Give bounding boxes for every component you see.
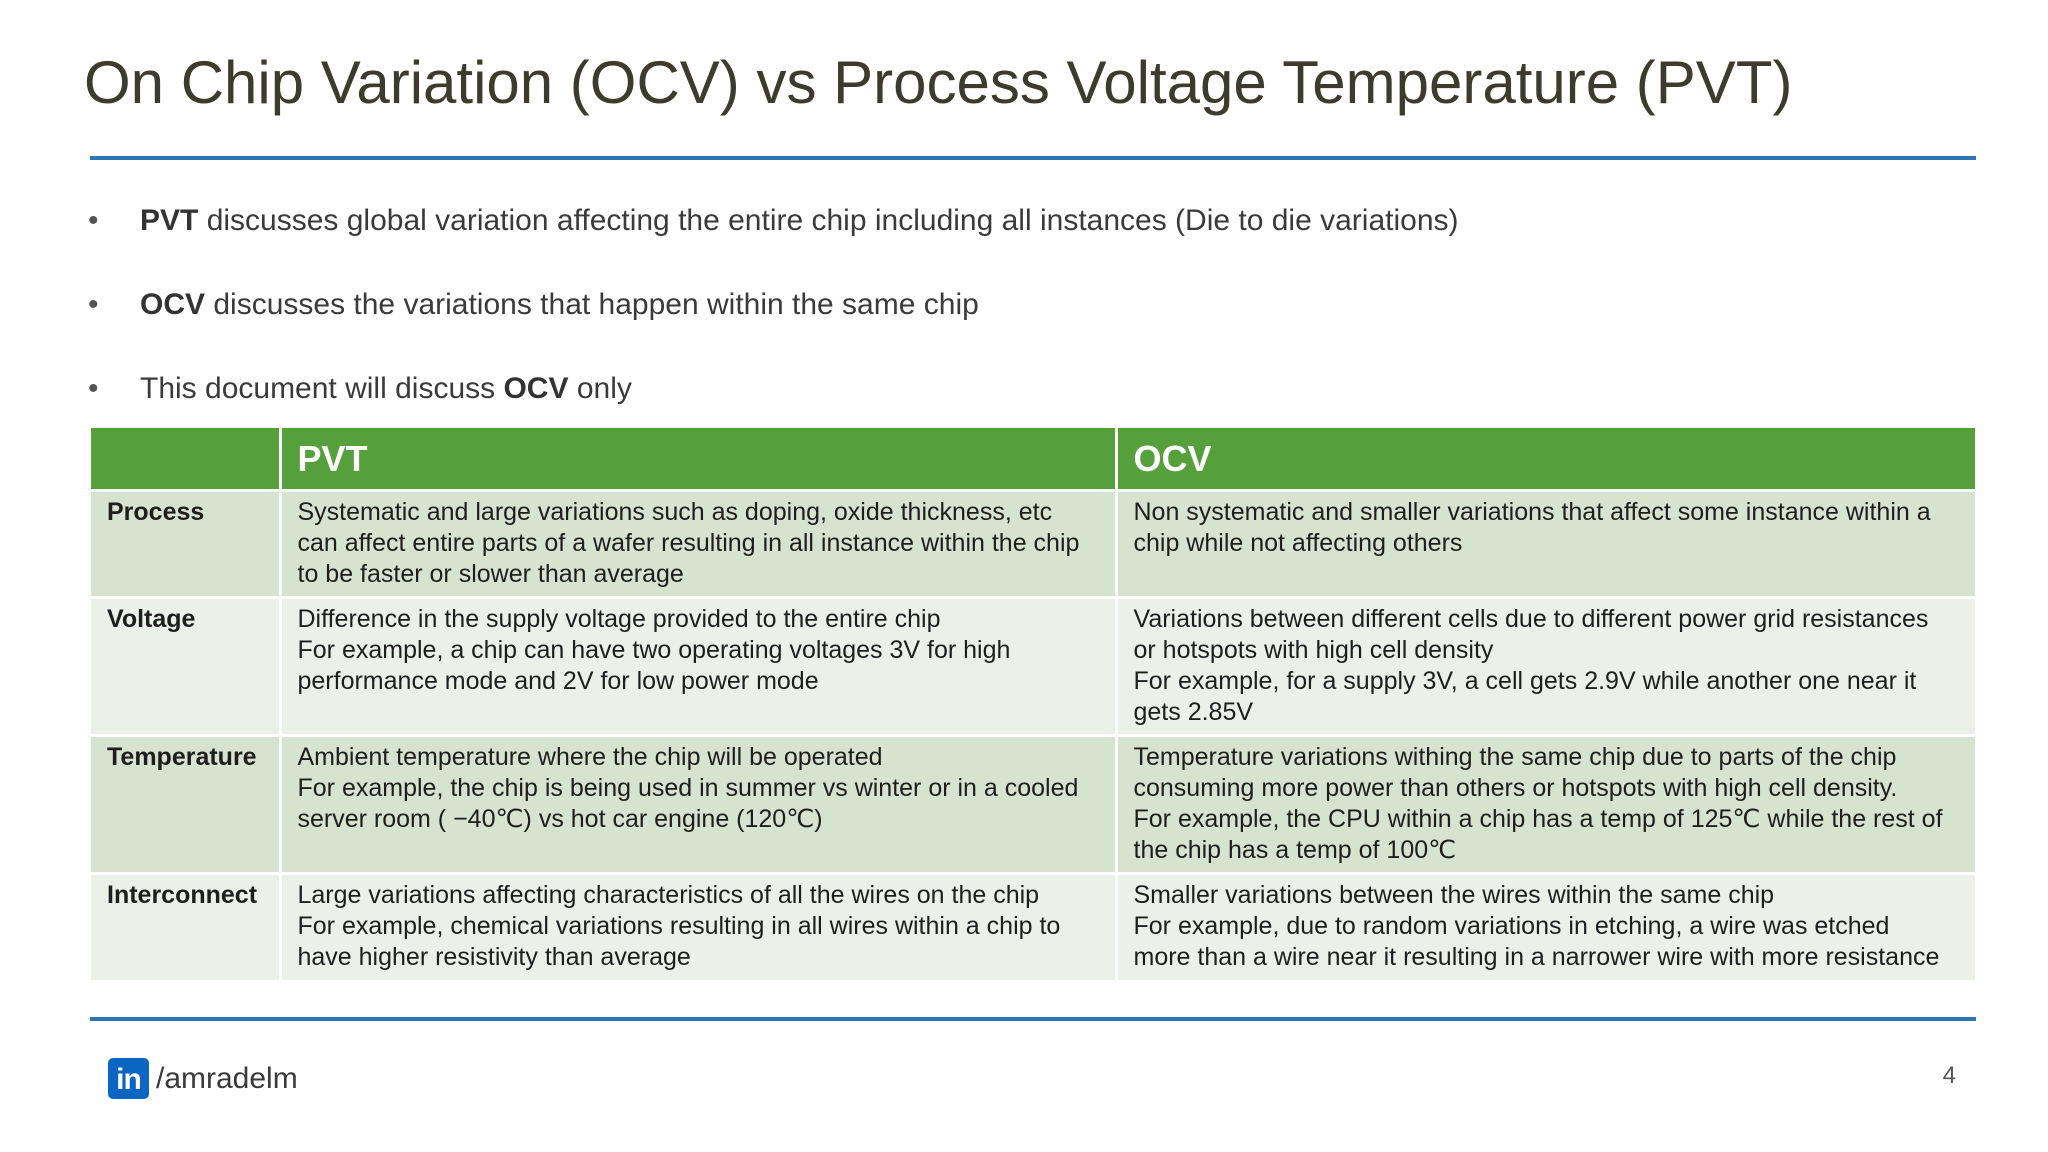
bullet-glyph: • <box>88 204 99 237</box>
ocv-cell: Temperature variations withing the same … <box>1116 735 1978 875</box>
pvt-cell: Systematic and large variations such as … <box>280 490 1118 599</box>
cell-text-line: Ambient temperature where the chip will … <box>297 743 883 771</box>
cell-text-line: Smaller variations between the wires wit… <box>1133 881 1775 909</box>
bullet-list: • PVT discusses global variation affecti… <box>88 198 1948 450</box>
ocv-cell: Smaller variations between the wires wit… <box>1116 873 1978 983</box>
cell-text-line: can affect entire parts of a wafer resul… <box>297 529 1080 557</box>
bullet-text: PVT discusses global variation affecting… <box>140 204 1459 237</box>
cell-text-line: Temperature variations withing the same … <box>1133 743 1897 771</box>
cell-text-line: performance mode and 2V for low power mo… <box>297 667 819 695</box>
pvt-cell: Difference in the supply voltage provide… <box>280 597 1118 737</box>
ocv-cell: Non systematic and smaller variations th… <box>1116 490 1978 599</box>
header-ocv: OCV <box>1116 428 1978 492</box>
cell-text-line: For example, for a supply 3V, a cell get… <box>1133 667 1917 695</box>
bullet-bold-term: OCV <box>503 372 569 405</box>
cell-text-line: more than a wire near it resulting in a … <box>1133 943 1940 971</box>
pvt-cell: Large variations affecting characteristi… <box>280 873 1118 983</box>
cell-text-line: chip while not affecting others <box>1133 529 1463 557</box>
cell-text-line: have higher resistivity than average <box>297 943 691 971</box>
cell-text-line: For example, chemical variations resulti… <box>297 912 1061 940</box>
pvt-cell: Ambient temperature where the chip will … <box>280 735 1118 875</box>
ocv-cell: Variations between different cells due t… <box>1116 597 1978 737</box>
cell-text-line: For example, a chip can have two operati… <box>297 636 1011 664</box>
bullet-bold-term: OCV <box>140 288 206 321</box>
cell-text-line: to be faster or slower than average <box>297 560 684 588</box>
bullet-text: This document will discuss OCV only <box>140 372 632 405</box>
table-row: Temperature Ambient temperature where the… <box>91 735 1978 875</box>
footer-divider <box>90 1017 1976 1021</box>
header-empty-cell <box>91 428 282 492</box>
cell-text-line: gets 2.85V <box>1133 698 1254 726</box>
table-row: Interconnect Large variations affecting c… <box>91 873 1978 983</box>
row-label: Interconnect <box>91 873 282 983</box>
page-number: 4 <box>1942 1062 1956 1089</box>
bullet-glyph: • <box>88 288 99 321</box>
cell-text-line: Difference in the supply voltage provide… <box>297 605 941 633</box>
cell-text-line: Large variations affecting characteristi… <box>297 881 1040 909</box>
table-row: Process Systematic and large variations s… <box>91 490 1978 599</box>
cell-text-line: Variations between different cells due t… <box>1133 605 1929 633</box>
header-pvt: PVT <box>280 428 1118 492</box>
cell-text-line: server room ( −40℃) vs hot car engine (1… <box>297 805 823 833</box>
table-header-row: PVT OCV <box>91 428 1978 492</box>
table-row: Voltage Difference in the supply voltage … <box>91 597 1978 737</box>
slide-title: On Chip Variation (OCV) vs Process Volta… <box>84 49 1793 116</box>
bullet-bold-term: PVT <box>140 204 199 237</box>
cell-text-line: or hotspots with high cell density <box>1133 636 1494 664</box>
bullet-item-pvt: • PVT discusses global variation affecti… <box>88 198 1948 282</box>
bullet-text: OCV discusses the variations that happen… <box>140 288 979 321</box>
cell-text-line: For example, the chip is being used in s… <box>297 774 1079 802</box>
cell-text-line: For example, due to random variations in… <box>1133 912 1890 940</box>
cell-text-line: Systematic and large variations such as … <box>297 498 1053 526</box>
linkedin-logo-icon[interactable]: in <box>108 1058 149 1099</box>
linkedin-handle-link[interactable]: /amradelm <box>156 1062 298 1095</box>
title-divider <box>90 156 1976 160</box>
row-label: Voltage <box>91 597 282 737</box>
row-label: Process <box>91 490 282 599</box>
bullet-item-ocv: • OCV discusses the variations that happ… <box>88 282 1948 366</box>
cell-text-line: consuming more power than others or hots… <box>1133 774 1898 802</box>
comparison-table: PVT OCV Process Systematic and large vari… <box>91 428 1978 983</box>
row-label: Temperature <box>91 735 282 875</box>
bullet-item-scope: • This document will discuss OCV only <box>88 366 1948 450</box>
bullet-glyph: • <box>88 372 99 405</box>
cell-text-line: For example, the CPU within a chip has a… <box>1133 805 1943 833</box>
cell-text-line: the chip has a temp of 100℃ <box>1133 836 1457 864</box>
cell-text-line: Non systematic and smaller variations th… <box>1133 498 1931 526</box>
